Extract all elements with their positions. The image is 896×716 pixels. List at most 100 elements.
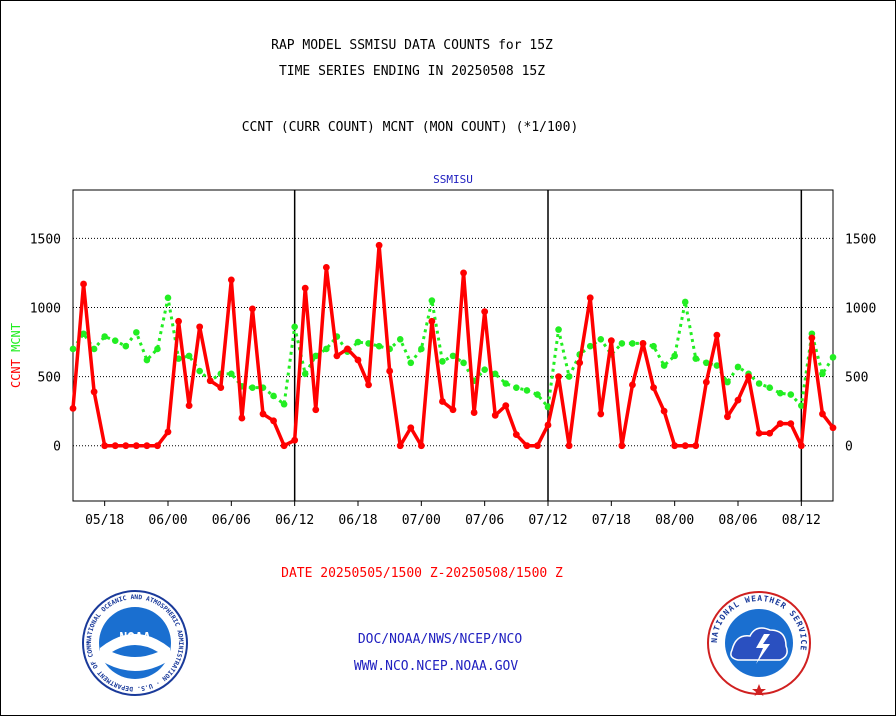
data-point-ccnt [396, 442, 404, 450]
data-point-ccnt [713, 331, 721, 339]
data-point-ccnt [154, 442, 161, 450]
y-tick-label-left: 500 [38, 371, 61, 386]
x-tick-label: 08/00 [655, 513, 694, 528]
x-tick-label: 08/12 [782, 513, 821, 528]
data-point-ccnt [301, 284, 309, 292]
data-point-ccnt [745, 373, 752, 380]
data-point-mcnt [597, 335, 605, 343]
y-tick-label-left: 0 [53, 440, 61, 455]
data-point-mcnt [196, 367, 203, 375]
data-point-mcnt [439, 358, 446, 365]
data-point-mcnt [776, 389, 784, 397]
data-point-mcnt [249, 384, 256, 391]
data-point-ccnt [249, 305, 256, 313]
y-tick-label-left: 1500 [30, 232, 61, 247]
data-point-ccnt [481, 308, 489, 316]
data-point-ccnt [259, 410, 267, 418]
data-point-mcnt [819, 370, 826, 378]
data-point-ccnt [650, 384, 657, 392]
data-point-mcnt [280, 400, 288, 408]
x-tick-label: 07/18 [592, 513, 631, 528]
data-point-mcnt [798, 402, 805, 409]
data-point-ccnt [829, 424, 837, 432]
data-point-ccnt [164, 428, 172, 436]
x-tick-label: 07/00 [402, 513, 441, 528]
x-tick-label: 06/18 [338, 513, 377, 528]
data-point-mcnt [418, 345, 425, 353]
data-point-mcnt [69, 345, 77, 353]
data-point-mcnt [618, 340, 626, 347]
data-point-ccnt [555, 373, 562, 380]
plot-area [72, 189, 834, 502]
data-point-mcnt [502, 380, 510, 387]
data-point-mcnt [565, 373, 573, 380]
data-point-mcnt [671, 352, 678, 360]
x-tick-label: 07/06 [465, 513, 504, 528]
data-point-mcnt [323, 345, 330, 353]
data-point-ccnt [354, 356, 362, 364]
data-point-ccnt [734, 396, 742, 404]
y-tick-label-right: 0 [845, 440, 853, 455]
data-point-mcnt [650, 342, 657, 350]
data-point-ccnt [270, 417, 277, 425]
data-point-ccnt [196, 323, 204, 331]
data-point-ccnt [776, 420, 784, 427]
data-point-ccnt [407, 424, 415, 432]
data-point-mcnt [692, 355, 700, 362]
nws-logo-icon: NATIONAL WEATHER SERVICE [707, 591, 811, 696]
data-point-ccnt [512, 431, 520, 439]
data-point-ccnt [724, 413, 731, 421]
x-tick-label: 07/12 [528, 513, 567, 528]
y-axis-label-ccnt: CCNT [9, 352, 23, 388]
data-point-ccnt [660, 407, 668, 415]
data-point-ccnt [523, 442, 531, 450]
data-point-mcnt [375, 342, 383, 350]
data-point-ccnt [460, 269, 467, 277]
data-point-ccnt [819, 410, 826, 418]
data-point-ccnt [312, 406, 320, 414]
chart-title-line1: RAP MODEL SSMISU DATA COUNTS for 15Z [271, 38, 553, 53]
data-point-ccnt [766, 429, 774, 437]
data-point-mcnt [681, 298, 689, 306]
url-line: WWW.NCO.NCEP.NOAA.GOV [353, 659, 519, 674]
y-tick-label-right: 1500 [845, 232, 876, 247]
data-point-ccnt [797, 442, 805, 450]
y-axis-label: CCNT MCNT [9, 323, 23, 388]
data-point-ccnt [491, 411, 499, 419]
data-point-ccnt [449, 406, 457, 414]
data-point-mcnt [122, 342, 130, 350]
data-point-ccnt [534, 442, 541, 450]
data-point-mcnt [703, 359, 710, 367]
data-point-mcnt [481, 366, 488, 373]
x-tick-label: 06/06 [212, 513, 251, 528]
data-point-mcnt [354, 338, 362, 346]
data-point-ccnt [122, 442, 130, 450]
data-point-mcnt [829, 353, 837, 361]
data-point-mcnt [660, 362, 668, 369]
data-point-ccnt [502, 402, 510, 410]
data-point-ccnt [238, 414, 246, 422]
data-point-ccnt [607, 337, 615, 345]
data-point-ccnt [597, 410, 605, 418]
data-point-ccnt [681, 442, 689, 450]
data-point-ccnt [333, 352, 341, 360]
data-point-ccnt [280, 442, 288, 450]
data-point-ccnt [565, 442, 573, 450]
data-point-mcnt [291, 323, 298, 331]
data-point-mcnt [90, 345, 98, 353]
data-point-ccnt [344, 345, 351, 353]
x-tick-label: 06/12 [275, 513, 314, 528]
data-point-ccnt [80, 280, 87, 288]
x-tick-label: 08/06 [718, 513, 757, 528]
data-point-ccnt [439, 398, 446, 405]
date-range-label: DATE 20250505/1500 Z-20250508/1500 Z [281, 566, 563, 581]
chart-subtitle: CCNT (CURR COUNT) MCNT (MON COUNT) (*1/1… [241, 120, 579, 135]
data-point-mcnt [713, 362, 721, 369]
data-point-ccnt [227, 276, 235, 284]
data-point-mcnt [734, 363, 742, 371]
data-point-mcnt [101, 333, 108, 340]
data-point-ccnt [629, 381, 636, 389]
x-tick-label: 06/00 [148, 513, 187, 528]
data-point-ccnt [428, 317, 436, 325]
data-point-mcnt [185, 352, 193, 360]
